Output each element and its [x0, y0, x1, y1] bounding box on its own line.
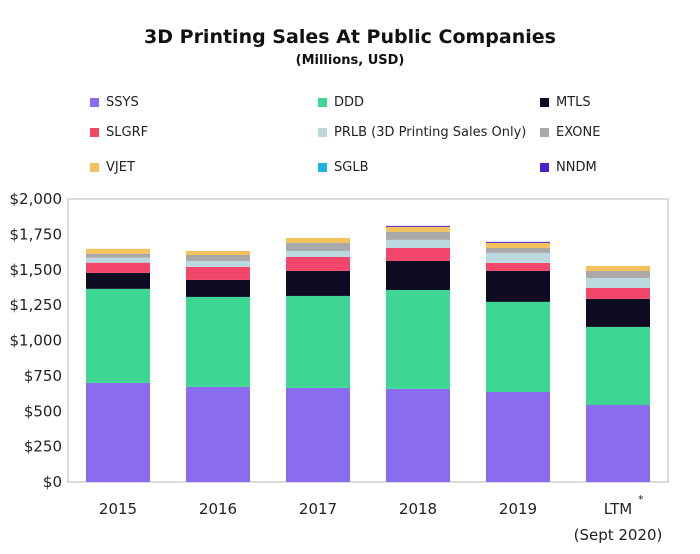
bar-segment-exone — [286, 242, 350, 251]
y-tick-label: $1,750 — [10, 225, 63, 243]
y-tick-label: $1,250 — [10, 296, 63, 314]
bar-segment-prlb — [286, 250, 350, 257]
legend-item: SLGRF — [90, 125, 148, 140]
legend-item: NNDM — [540, 160, 597, 175]
legend-label: DDD — [334, 95, 365, 110]
bar-segment-ssys — [86, 382, 150, 482]
y-tick-label: $250 — [24, 438, 62, 456]
bar-segment-mtls — [586, 298, 650, 327]
bar-segment-ddd — [486, 301, 550, 393]
bar-segment-ssys — [586, 405, 650, 482]
bar-segment-prlb — [186, 260, 250, 267]
bar-segment-prlb — [586, 277, 650, 288]
bar-segment-ssys — [286, 387, 350, 482]
legend-swatch — [90, 98, 99, 107]
bar-segment-ssys — [486, 392, 550, 482]
x-tick-label: 2017 — [299, 500, 337, 518]
bar-segment-exone — [186, 254, 250, 261]
y-tick-label: $1,500 — [10, 261, 63, 279]
legend-label: SLGRF — [106, 125, 149, 140]
bar-segment-vjet — [586, 265, 650, 271]
legend-swatch — [318, 163, 327, 172]
bar-segment-nndm — [486, 241, 550, 243]
legend-label: MTLS — [556, 95, 591, 110]
bar-segment-ssys — [186, 386, 250, 482]
bar-segment-ssys — [386, 388, 450, 482]
x-tick-label: 2015 — [99, 500, 137, 518]
y-tick-label: $2,000 — [10, 190, 63, 208]
bar-segment-ddd — [286, 295, 350, 388]
chart-title: 3D Printing Sales At Public Companies — [144, 26, 556, 48]
legend-swatch — [540, 163, 549, 172]
legend-swatch — [540, 98, 549, 107]
x-tick-sublabel: (Sept 2020) — [574, 526, 663, 544]
bar-segment-exone — [86, 253, 150, 258]
bar-segment-mtls — [486, 270, 550, 302]
bar-segment-vjet — [86, 248, 150, 254]
legend-item: VJET — [90, 160, 135, 175]
bar-segment-ddd — [386, 289, 450, 389]
bar-segment-slgrf — [186, 266, 250, 280]
x-tick-label: 2018 — [399, 500, 437, 518]
x-tick-label: 2016 — [199, 500, 237, 518]
bar-segment-slgrf — [486, 262, 550, 271]
y-tick-label: $1,000 — [10, 332, 63, 350]
legend-label: SSYS — [106, 95, 139, 110]
bar-segment-exone — [586, 270, 650, 278]
bar-segment-prlb — [86, 257, 150, 263]
plot-frame — [67, 198, 669, 483]
bar-segment-ddd — [186, 296, 250, 387]
bar-segment-vjet — [186, 250, 250, 255]
bar-segment-vjet — [386, 226, 450, 232]
x-tick-footnote-marker: * — [638, 493, 644, 506]
legend-label: EXONE — [556, 125, 601, 140]
legend-item: PRLB (3D Printing Sales Only) — [318, 125, 526, 140]
bar-segment-exone — [386, 231, 450, 240]
bar-segment-mtls — [86, 272, 150, 289]
legend-item: SGLB — [318, 160, 369, 175]
legend-label: SGLB — [334, 160, 369, 175]
bar-segment-ddd — [86, 288, 150, 383]
bar-segment-slgrf — [386, 247, 450, 261]
legend-swatch — [90, 128, 99, 137]
bar-segment-slgrf — [286, 256, 350, 271]
legend-label: VJET — [106, 160, 135, 175]
bar-segment-slgrf — [86, 262, 150, 273]
x-tick-label: LTM — [604, 500, 632, 518]
legend-item: MTLS — [540, 95, 591, 110]
y-tick-label: $750 — [24, 367, 62, 385]
bar-segment-vjet — [286, 237, 350, 243]
bar-segment-vjet — [486, 242, 550, 248]
y-tick-label: $500 — [24, 402, 62, 420]
bar-segment-prlb — [486, 252, 550, 263]
bar-segment-prlb — [386, 239, 450, 248]
legend-item: DDD — [318, 95, 364, 110]
legend-swatch — [90, 163, 99, 172]
legend-swatch — [318, 128, 327, 137]
legend-item: EXONE — [540, 125, 600, 140]
bar-segment-nndm — [386, 225, 450, 227]
chart-subtitle: (Millions, USD) — [295, 53, 405, 68]
bar-segment-mtls — [286, 270, 350, 296]
bar-segment-ddd — [586, 326, 650, 406]
legend-label: NNDM — [556, 160, 597, 175]
y-tick-label: $0 — [43, 473, 62, 491]
legend-swatch — [540, 128, 549, 137]
legend-item: SSYS — [90, 95, 139, 110]
bar-segment-mtls — [386, 260, 450, 290]
bar-segment-mtls — [186, 279, 250, 297]
x-tick-label: 2019 — [499, 500, 537, 518]
legend-label: PRLB (3D Printing Sales Only) — [334, 125, 527, 140]
bar-segment-slgrf — [586, 287, 650, 299]
bar-segment-exone — [486, 247, 550, 253]
legend-swatch — [318, 98, 327, 107]
